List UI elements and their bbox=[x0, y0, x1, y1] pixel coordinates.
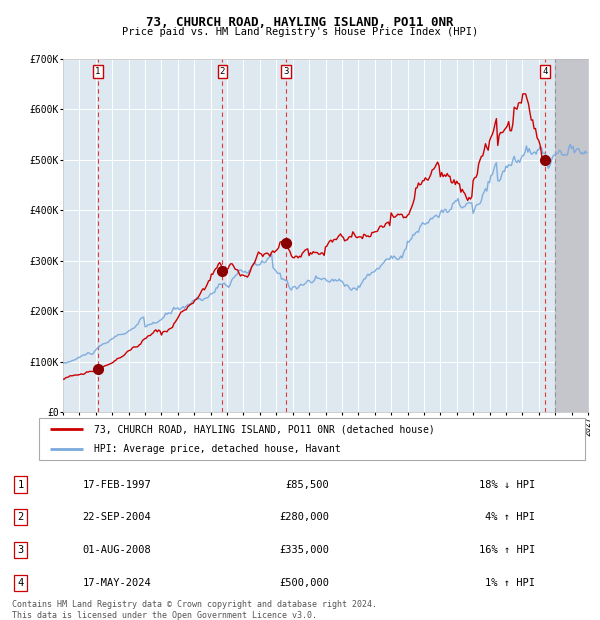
Text: 17-MAY-2024: 17-MAY-2024 bbox=[82, 578, 151, 588]
Text: £500,000: £500,000 bbox=[280, 578, 329, 588]
Text: 2: 2 bbox=[17, 512, 24, 522]
Text: £85,500: £85,500 bbox=[286, 479, 329, 490]
Text: £280,000: £280,000 bbox=[280, 512, 329, 522]
Text: 16% ↑ HPI: 16% ↑ HPI bbox=[479, 545, 535, 555]
Text: 73, CHURCH ROAD, HAYLING ISLAND, PO11 0NR (detached house): 73, CHURCH ROAD, HAYLING ISLAND, PO11 0N… bbox=[94, 424, 434, 434]
Text: 17-FEB-1997: 17-FEB-1997 bbox=[82, 479, 151, 490]
FancyBboxPatch shape bbox=[39, 418, 585, 460]
Text: 4: 4 bbox=[542, 67, 548, 76]
Text: 73, CHURCH ROAD, HAYLING ISLAND, PO11 0NR: 73, CHURCH ROAD, HAYLING ISLAND, PO11 0N… bbox=[146, 16, 454, 29]
Text: 4: 4 bbox=[17, 578, 24, 588]
Text: Price paid vs. HM Land Registry's House Price Index (HPI): Price paid vs. HM Land Registry's House … bbox=[122, 27, 478, 37]
Text: 01-AUG-2008: 01-AUG-2008 bbox=[82, 545, 151, 555]
Text: Contains HM Land Registry data © Crown copyright and database right 2024.: Contains HM Land Registry data © Crown c… bbox=[12, 600, 377, 609]
Text: 2: 2 bbox=[220, 67, 225, 76]
Text: HPI: Average price, detached house, Havant: HPI: Average price, detached house, Hava… bbox=[94, 444, 340, 454]
Text: 1% ↑ HPI: 1% ↑ HPI bbox=[485, 578, 535, 588]
Text: 18% ↓ HPI: 18% ↓ HPI bbox=[479, 479, 535, 490]
Bar bbox=[555, 59, 588, 412]
Text: 3: 3 bbox=[17, 545, 24, 555]
Text: £335,000: £335,000 bbox=[280, 545, 329, 555]
Text: 1: 1 bbox=[17, 479, 24, 490]
Bar bbox=[555, 59, 588, 412]
Text: This data is licensed under the Open Government Licence v3.0.: This data is licensed under the Open Gov… bbox=[12, 611, 317, 620]
Text: 22-SEP-2004: 22-SEP-2004 bbox=[82, 512, 151, 522]
Text: 4% ↑ HPI: 4% ↑ HPI bbox=[485, 512, 535, 522]
Text: 3: 3 bbox=[283, 67, 289, 76]
Text: 1: 1 bbox=[95, 67, 100, 76]
